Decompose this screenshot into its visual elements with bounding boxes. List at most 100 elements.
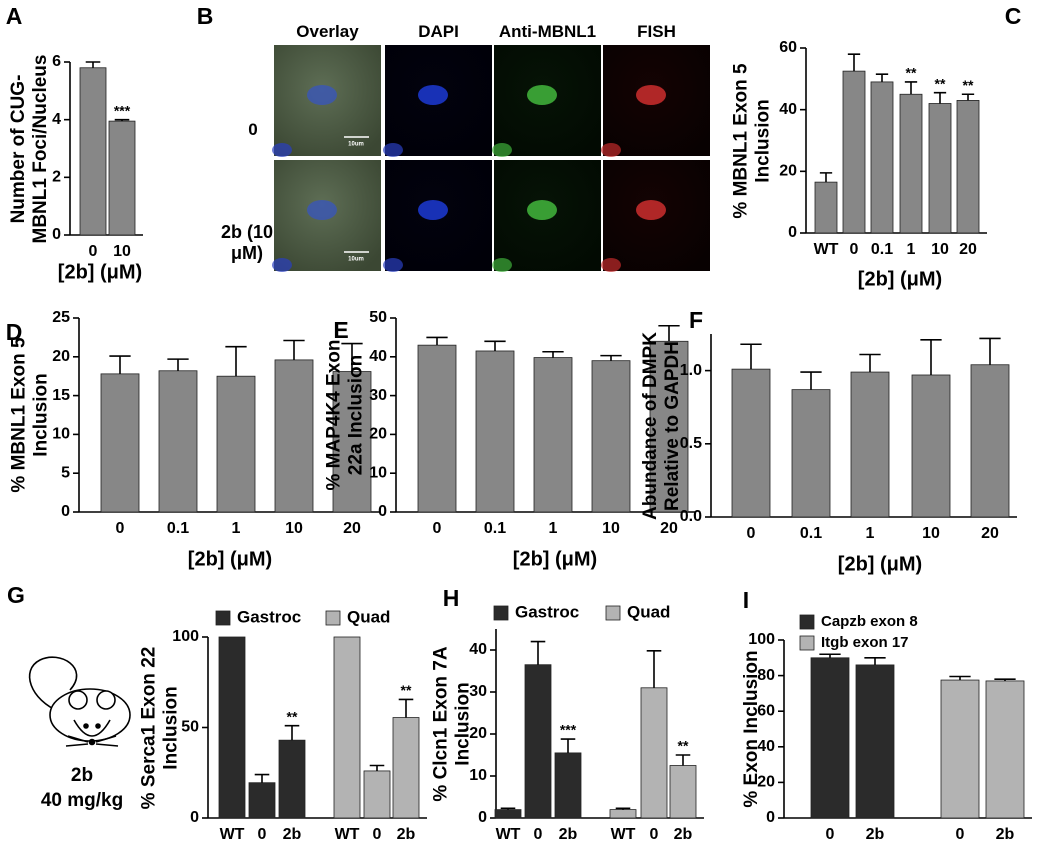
error-bar [847,53,861,72]
bar [158,370,198,513]
panel-letter: G [7,582,25,608]
x-tick-label: 2b [397,826,416,843]
y-tick-label: 100 [748,631,775,648]
y-tick-label: 4 [52,111,61,128]
x-tick-label: 2b [674,826,693,843]
y-tick-label: 0 [766,809,775,826]
nucleus [272,143,292,157]
bar [640,687,668,819]
x-tick-label: 10 [285,520,303,537]
y-tick-label: 0 [61,503,70,520]
bar [554,752,582,819]
x-tick-label: 10 [931,241,949,258]
panel-letter: D [6,319,23,345]
bar [333,636,361,819]
x-tick-label: 0 [534,826,543,843]
row-label: 0 [248,120,258,139]
x-tick-label: 0 [650,826,659,843]
bar [79,67,107,236]
nucleus [418,85,448,105]
x-tick-label: 0 [956,826,965,843]
error-bar [369,764,385,771]
y-tick-label: 40 [369,348,387,365]
significance-mark: *** [560,722,577,738]
nucleus [383,143,403,157]
column-header: DAPI [418,22,459,41]
x-tick-label: 0.1 [484,520,506,537]
x-tick-label: 0 [826,826,835,843]
error-bar [864,657,886,665]
bar [911,374,951,518]
x-tick-label: 0 [258,826,267,843]
column-header: Overlay [296,22,359,41]
panel-letter: F [689,307,703,333]
mouse-drawing [28,656,131,747]
y-tick-label: 10 [469,767,487,784]
nucleus [601,143,621,157]
significance-mark: ** [401,682,412,698]
y-axis-label: Number of CUG-MBNL1 Foci/Nucleus [8,54,51,243]
y-tick-label: 10 [52,426,70,443]
bar [940,679,980,819]
y-tick-label: 50 [181,719,199,736]
error-bar [949,675,971,681]
legend-swatch [325,610,341,626]
nucleus [272,258,292,272]
error-bar [800,371,822,390]
error-bar [167,358,189,371]
panel-letter: B [197,3,214,29]
error-bar [819,653,841,658]
y-axis-label: % Exon Inclusion [741,650,762,808]
x-tick-label: 20 [959,241,977,258]
y-axis-label: % Clcn1 Exon 7A Inclusion [430,645,473,802]
x-axis-label: [2b] (μM) [188,548,272,570]
y-tick-label: 40 [469,641,487,658]
error-bar [904,81,918,95]
bar [332,371,372,513]
error-bar [284,724,300,741]
nucleus [418,200,448,220]
x-tick-label: 0 [373,826,382,843]
bar [274,359,314,513]
y-tick-label: 1.0 [680,362,702,379]
row-label: 2b (10 μM) [220,222,274,263]
scale-bar-label: 10um [348,142,364,148]
x-axis-label: [2b] (μM) [858,268,942,290]
y-tick-label: 5 [61,464,70,481]
bar [669,765,697,819]
column-header: Anti-MBNL1 [498,22,597,41]
x-tick-label: 20 [343,520,361,537]
bar [278,739,306,819]
bar [609,809,637,819]
y-tick-label: 80 [757,667,775,684]
x-tick-label: 1 [866,525,875,542]
nucleus [527,85,557,105]
x-tick-label: 10 [113,243,131,260]
x-tick-label: 1 [232,520,241,537]
error-bar [658,324,680,342]
error-bar [530,640,546,665]
error-bar [920,339,942,375]
nucleus [636,85,666,105]
bar [591,360,631,513]
x-tick-label: 0.1 [800,525,822,542]
y-tick-label: 100 [172,628,199,645]
bar [533,357,573,513]
bar [524,664,552,819]
error-bar [283,339,305,360]
bar [216,375,256,513]
y-axis-label: % MBNL1 Exon 5 Inclusion [8,337,51,493]
x-tick-label: 0 [850,241,859,258]
x-tick-label: 2b [996,826,1015,843]
legend-swatch [215,610,231,626]
y-tick-label: 0 [478,809,487,826]
scale-bar-label: 10um [348,257,364,263]
error-bar [675,754,691,766]
error-bar [109,355,131,374]
y-axis-label: % MBNL1 Exon 5 Inclusion [730,62,773,219]
bar [494,809,522,819]
x-tick-label: 10 [922,525,940,542]
y-tick-label: 0 [378,503,387,520]
